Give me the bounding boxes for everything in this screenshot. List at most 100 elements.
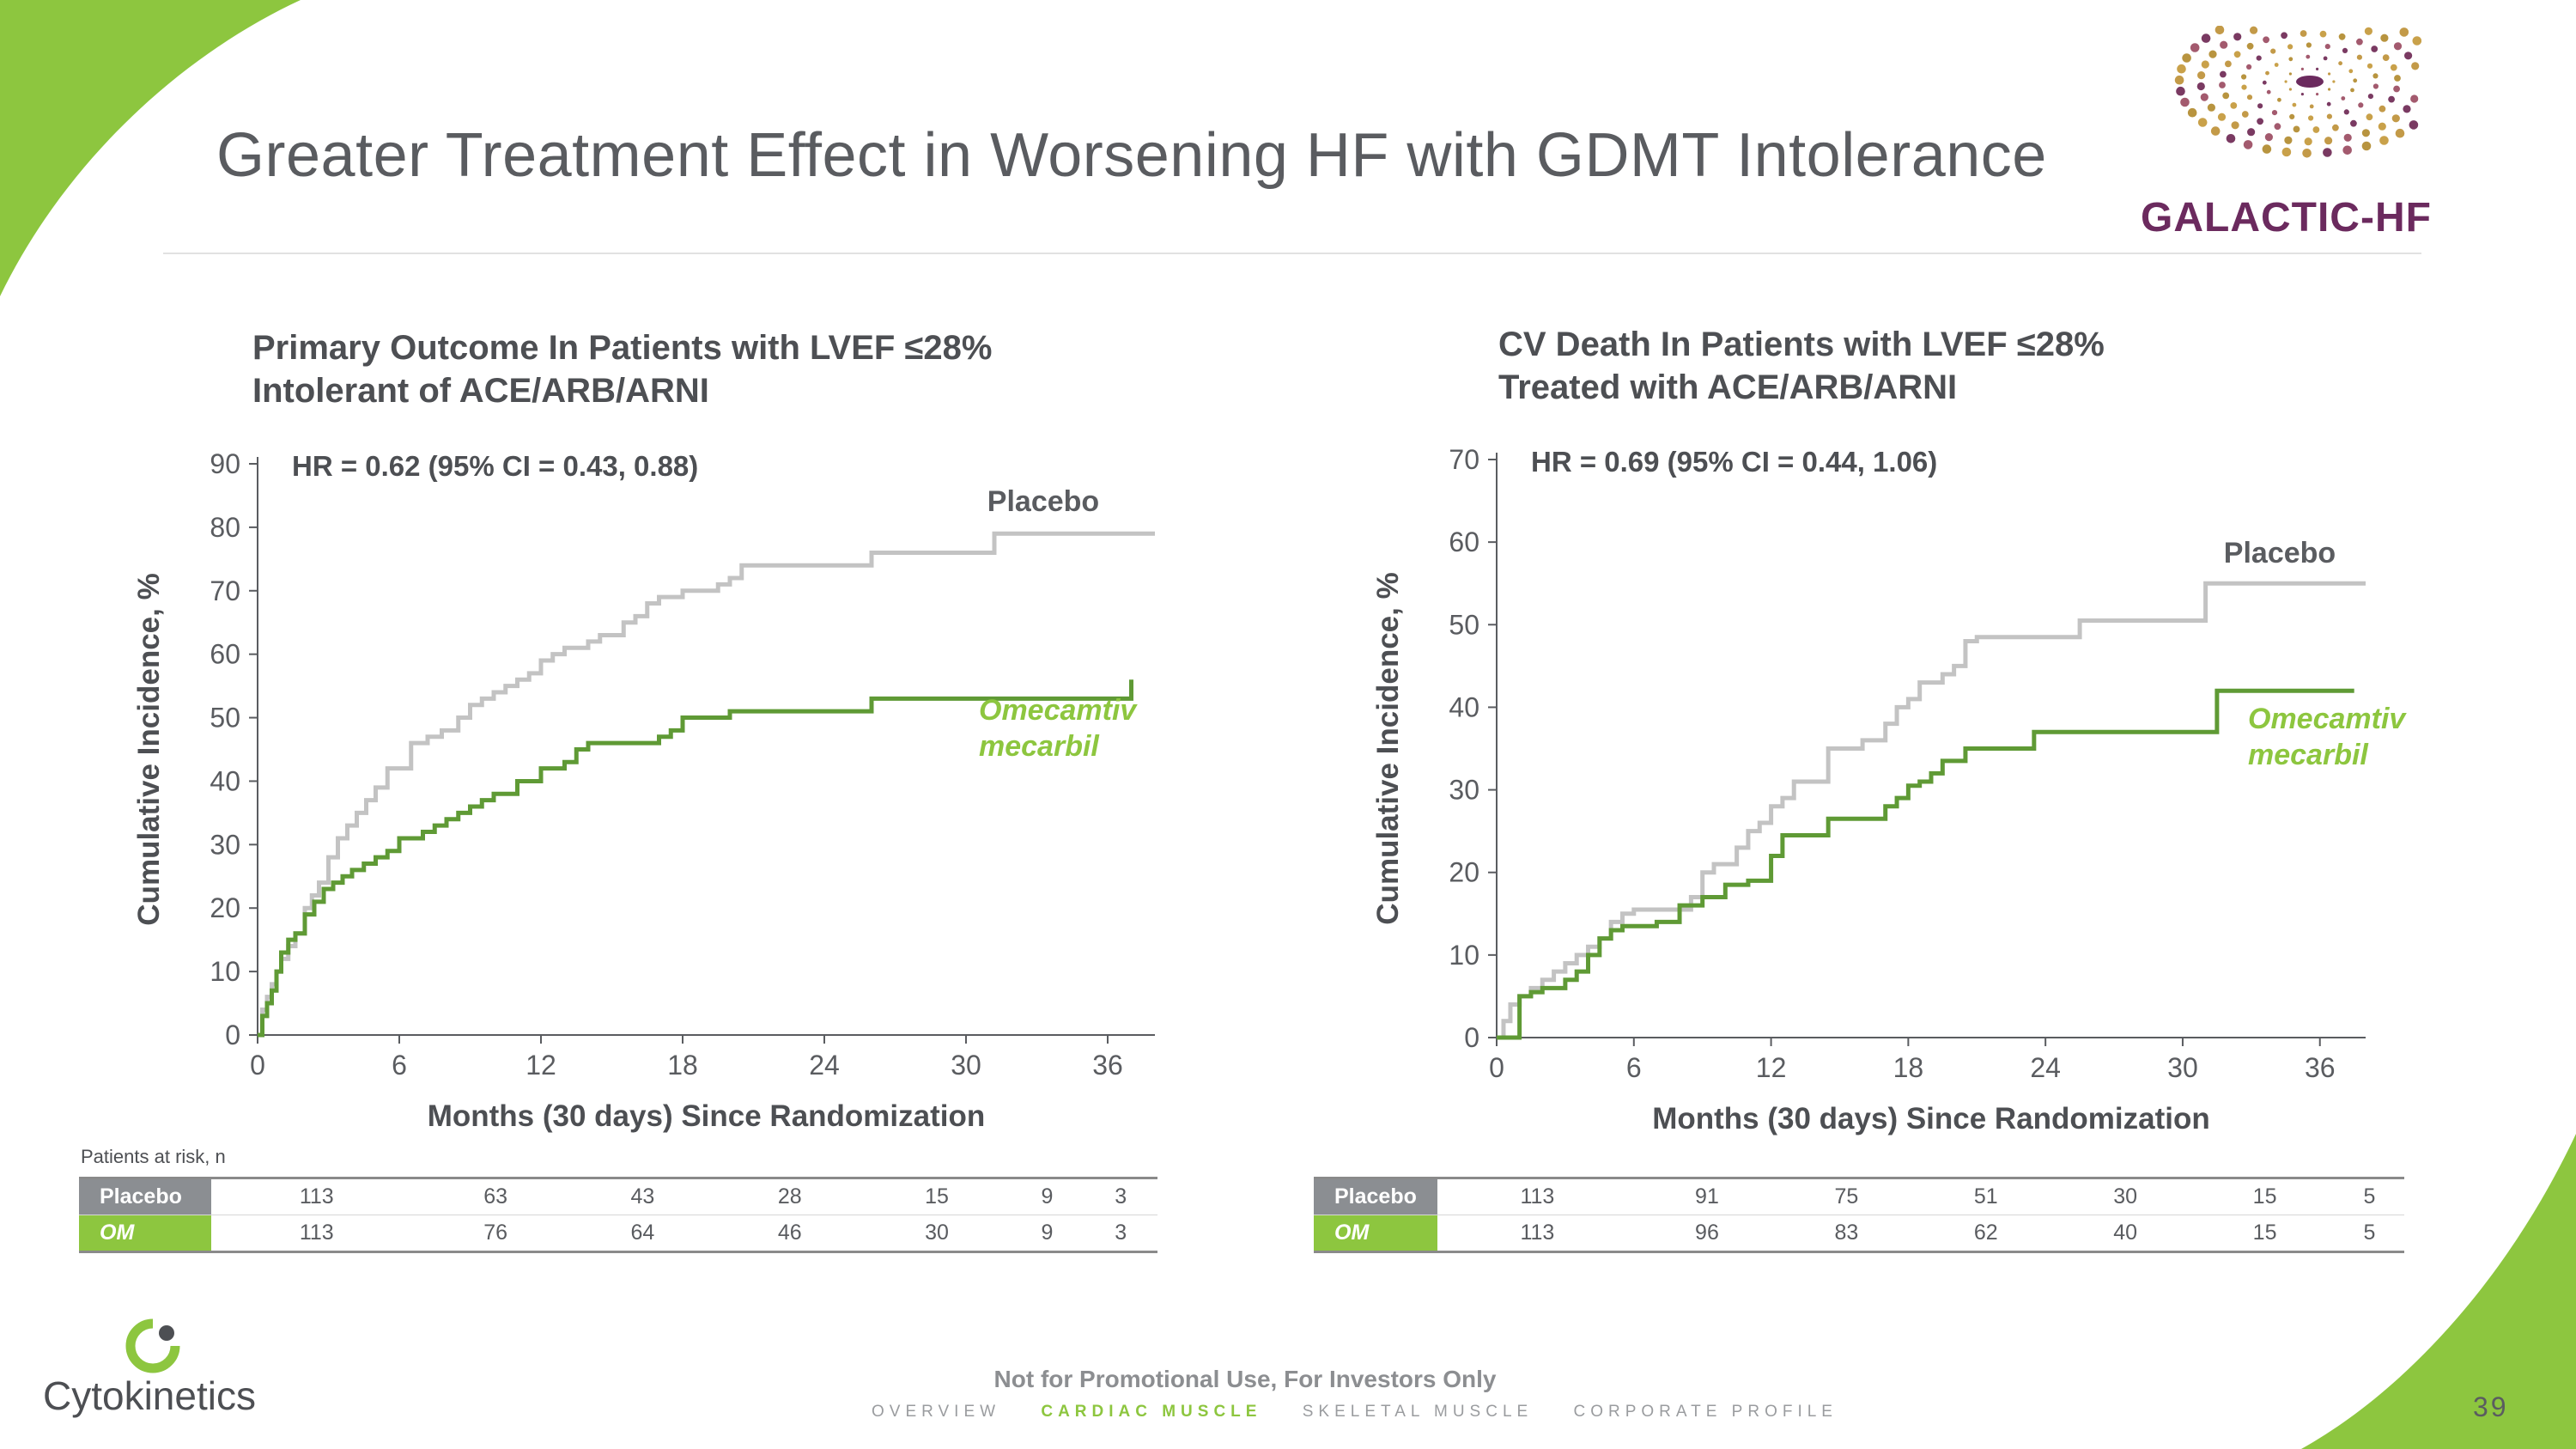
right-chart-title-line1: CV Death In Patients with LVEF ≤28% xyxy=(1498,326,2105,363)
logo-dot xyxy=(2288,72,2292,76)
y-tick-label: 60 xyxy=(210,639,240,670)
risk-cell: 15 xyxy=(2195,1215,2335,1253)
logo-dot xyxy=(2371,46,2379,52)
x-tick-label: 24 xyxy=(2030,1052,2061,1083)
x-axis-title: Months (30 days) Since Randomization xyxy=(428,1099,986,1133)
logo-dot xyxy=(2312,126,2320,133)
corner-arc-bottom-right xyxy=(2301,1134,2576,1449)
risk-cell: 76 xyxy=(422,1215,569,1253)
logo-dot xyxy=(2306,42,2312,48)
logo-dot xyxy=(2250,26,2258,34)
logo-dot xyxy=(2289,113,2295,119)
risk-cell: 15 xyxy=(2195,1177,2335,1215)
x-tick-label: 12 xyxy=(526,1050,556,1081)
y-tick-label: 20 xyxy=(210,892,240,923)
logo-dot xyxy=(2243,140,2253,149)
risk-cell: 63 xyxy=(422,1177,569,1215)
om-label-line2: mecarbil xyxy=(2248,739,2369,771)
logo-dot xyxy=(2177,64,2186,74)
logo-dot xyxy=(2262,144,2272,154)
logo-dot xyxy=(2201,33,2211,43)
risk-cell: 83 xyxy=(1777,1215,1917,1253)
x-tick-label: 18 xyxy=(667,1050,698,1081)
logo-dot xyxy=(2226,134,2236,143)
risk-cell: 113 xyxy=(1437,1177,1637,1215)
logo-dot xyxy=(2356,54,2362,60)
logo-dot xyxy=(2404,52,2413,60)
logo-dot xyxy=(2361,129,2370,137)
nav-overview[interactable]: OVERVIEW xyxy=(872,1403,1001,1421)
x-tick-label: 6 xyxy=(1626,1052,1642,1083)
logo-dot xyxy=(2274,123,2281,131)
logo-dot xyxy=(2233,51,2241,58)
logo-dot xyxy=(2266,89,2271,94)
logo-dot xyxy=(2326,101,2331,107)
x-tick-label: 6 xyxy=(392,1050,407,1081)
logo-dot xyxy=(2220,40,2228,49)
risk-table-caption: Patients at risk, n xyxy=(81,1146,226,1167)
logo-dot xyxy=(2190,43,2200,52)
y-axis-title: Cumulative Incidence, % xyxy=(1371,572,1405,924)
x-tick-label: 36 xyxy=(1092,1050,1123,1081)
y-tick-label: 90 xyxy=(210,448,240,479)
x-tick-label: 12 xyxy=(1756,1052,1787,1083)
logo-dot xyxy=(2274,63,2279,67)
logo-dot xyxy=(2326,113,2332,119)
nav-cardiac-muscle[interactable]: CARDIAC MUSCLE xyxy=(1041,1403,1262,1421)
logo-dot xyxy=(2393,85,2400,93)
logo-dot xyxy=(2328,72,2331,76)
logo-dot xyxy=(2332,80,2336,83)
logo-dot xyxy=(2287,44,2293,50)
logo-dot xyxy=(2197,118,2208,127)
logo-dot xyxy=(2284,136,2293,144)
logo-dot xyxy=(2358,102,2364,108)
logo-dot xyxy=(2308,115,2314,121)
cytokinetics-logo-text: Cytokinetics xyxy=(43,1373,256,1418)
corner-arc-top-left xyxy=(0,0,301,296)
logo-dot xyxy=(2233,33,2242,41)
logo-dot xyxy=(2361,141,2372,151)
logo-dot xyxy=(2247,128,2256,137)
risk-cell: 5 xyxy=(2334,1177,2404,1215)
logo-dot xyxy=(2412,36,2421,46)
logo-dot xyxy=(2372,73,2379,79)
logo-dot xyxy=(2277,97,2281,102)
logo-dot xyxy=(2410,94,2419,103)
logo-dot xyxy=(2328,88,2331,91)
logo-dot xyxy=(2241,84,2247,90)
logo-dot xyxy=(2197,71,2206,80)
risk-cell: 113 xyxy=(211,1215,422,1253)
nav-skeletal-muscle[interactable]: SKELETAL MUSCLE xyxy=(1302,1403,1534,1421)
right-km-chart: 0 10 20 30 40 50 60 70 0 6 12 18 24 30 36 Months (30 da… xyxy=(1371,444,2407,1135)
logo-dot xyxy=(2241,74,2247,80)
logo-dot xyxy=(2379,136,2389,145)
logo-dot xyxy=(2196,82,2205,91)
logo-dot xyxy=(2222,92,2230,100)
page-number: 39 xyxy=(2473,1391,2509,1422)
logo-dot xyxy=(2393,42,2403,51)
logo-dot xyxy=(2201,60,2209,69)
logo-dot xyxy=(2394,75,2401,82)
y-tick-label: 0 xyxy=(1464,1022,1479,1053)
logo-dot xyxy=(2257,118,2263,125)
logo-dot xyxy=(2403,105,2411,113)
logo-dot xyxy=(2302,149,2312,158)
logo-dot xyxy=(2341,96,2346,100)
y-tick-label: 80 xyxy=(210,512,240,543)
logo-dot xyxy=(2208,50,2217,58)
logo-dot xyxy=(2210,126,2221,136)
risk-cell: 5 xyxy=(2334,1215,2404,1253)
nav-corporate-profile[interactable]: CORPORATE PROFILE xyxy=(1573,1403,1838,1421)
logo-dot xyxy=(2217,113,2227,121)
hazard-ratio-annotation: HR = 0.62 (95% CI = 0.43, 0.88) xyxy=(292,450,698,482)
risk-label-om: OM xyxy=(1314,1215,1437,1253)
logo-center xyxy=(2296,76,2324,88)
y-tick-label: 30 xyxy=(210,829,240,860)
risk-row-om: OM 113 96 83 62 40 15 5 xyxy=(1314,1215,2404,1253)
y-axis-title: Cumulative Incidence, % xyxy=(132,573,166,925)
right-risk-table: Placebo 113 91 75 51 30 15 5 OM 113 96 8… xyxy=(1314,1177,2404,1253)
logo-dot xyxy=(2265,70,2269,76)
logo-dot xyxy=(2281,147,2292,157)
logo-dot xyxy=(2338,33,2346,40)
left-chart-title-line2: Intolerant of ACE/ARB/ARNI xyxy=(252,372,709,410)
